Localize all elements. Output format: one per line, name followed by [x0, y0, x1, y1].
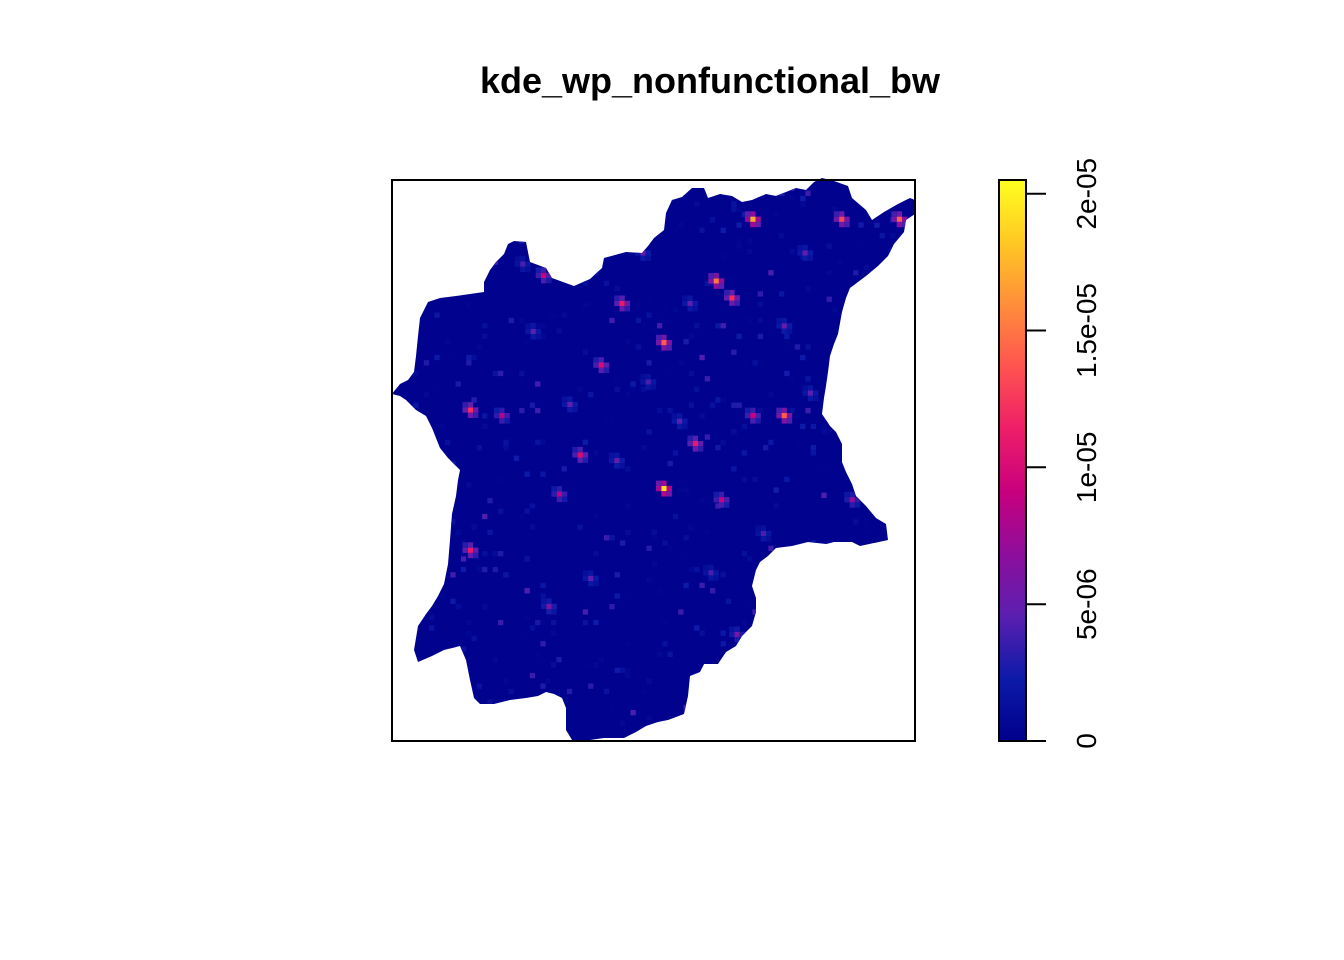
hotspot-28 [682, 295, 699, 312]
hotspot-11 [551, 486, 568, 503]
hotspot-16 [713, 491, 730, 508]
hotspot-4 [614, 295, 631, 312]
hotspot-3 [656, 334, 672, 351]
hotspot-34 [514, 256, 531, 273]
hotspot-33 [703, 564, 719, 581]
hotspot-7 [744, 407, 761, 424]
hotspot-5 [744, 211, 761, 228]
hotspot-10 [572, 446, 589, 463]
hotspot-2 [724, 289, 740, 306]
hotspot-9 [593, 357, 610, 374]
colorbar-gradient [998, 179, 1027, 742]
colorbar-tick-label: 1e-05 [1071, 431, 1102, 503]
colorbar-legend: 0 5e-06 1e-05 1.5e-05 2e-05 [998, 158, 1102, 749]
colorbar-tick-label: 5e-06 [1071, 568, 1102, 640]
hotspot-1 [708, 273, 725, 289]
hotspot-25 [776, 317, 793, 334]
plot-frame [391, 179, 916, 742]
colorbar-ticks: 0 5e-06 1e-05 1.5e-05 2e-05 [1026, 158, 1102, 749]
density-raster [392, 178, 915, 740]
hotspot-8 [776, 407, 793, 424]
hotspot-30 [525, 323, 542, 340]
hotspot-15 [535, 267, 552, 284]
hotspot-19 [541, 598, 557, 615]
hotspot-22 [797, 245, 814, 261]
hotspot-26 [671, 413, 688, 430]
hotspot-14 [462, 542, 479, 559]
hotspot-13 [493, 407, 510, 424]
colorbar-tick-label: 2e-05 [1071, 158, 1102, 230]
hotspot-18 [844, 491, 861, 508]
hotspot-23 [608, 452, 625, 469]
hotspot-6 [833, 211, 850, 228]
chart-title: kde_wp_nonfunctional_bw [480, 60, 941, 101]
hotspot-0 [656, 480, 672, 497]
hotspot-17 [687, 435, 704, 452]
hotspot-29 [802, 385, 819, 402]
colorbar-tick-label: 1.5e-05 [1071, 283, 1102, 378]
hotspot-27 [582, 570, 599, 587]
hotspot-12 [462, 402, 479, 418]
hotspot-35 [755, 525, 772, 542]
hotspot-32 [640, 374, 657, 390]
raster-background-cells [392, 178, 915, 740]
hotspot-31 [891, 211, 908, 228]
colorbar-tick-label: 0 [1071, 733, 1102, 749]
hotspot-24 [561, 396, 578, 413]
